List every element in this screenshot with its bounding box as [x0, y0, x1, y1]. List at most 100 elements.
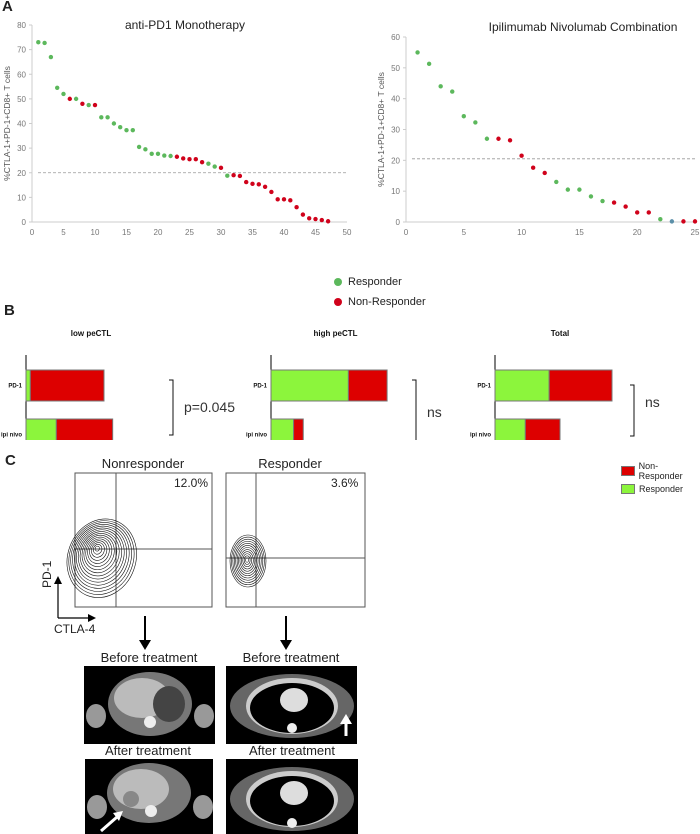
data-point — [496, 136, 501, 141]
data-point — [206, 161, 211, 166]
data-point — [212, 164, 217, 169]
data-point — [61, 91, 66, 97]
data-point — [577, 187, 582, 192]
responder-dot-icon — [334, 278, 342, 286]
category-label: ipi nivo — [470, 433, 491, 439]
data-point — [244, 179, 249, 185]
responder-before-label: Before treatment — [242, 650, 340, 665]
ctla4-axis-label: CTLA-4 — [54, 622, 96, 636]
responder-title: Responder — [258, 456, 322, 471]
data-point — [86, 102, 91, 108]
category-label: PD-1 — [477, 384, 491, 390]
category-label: PD-1 — [8, 384, 22, 390]
data-point — [149, 151, 154, 156]
contour-line — [85, 536, 113, 567]
data-point — [155, 151, 161, 156]
data-point — [48, 54, 54, 60]
x-tick-label: 0 — [30, 228, 35, 237]
contour-line — [77, 529, 123, 580]
y-tick-label: 20 — [17, 169, 26, 178]
contour-nonresponder — [66, 518, 137, 598]
data-point — [646, 210, 651, 215]
legend-item-non-responder: Non-Responder — [621, 461, 700, 481]
bar-segment — [548, 369, 613, 402]
x-tick-label: 10 — [517, 228, 526, 237]
responder-percentage: 3.6% — [331, 476, 359, 490]
chart-title: Ipilimumab Nivolumab Combination — [489, 20, 678, 34]
legend-item-responder: Responder — [334, 276, 426, 288]
data-point — [692, 219, 698, 224]
x-tick-label: 45 — [311, 228, 320, 237]
x-tick-label: 20 — [633, 228, 642, 237]
legend-item-non-responder: Non-Responder — [334, 296, 426, 308]
contour-line — [81, 533, 118, 574]
data-point — [105, 115, 110, 120]
data-point — [67, 96, 73, 102]
y-tick-label: 40 — [391, 95, 400, 104]
contour-line — [239, 549, 256, 572]
y-tick-label: 10 — [17, 193, 26, 202]
data-point — [681, 219, 686, 224]
data-point — [294, 205, 299, 210]
chart-title: high peCTL — [314, 329, 358, 338]
data-point — [438, 84, 443, 89]
x-tick-label: 35 — [248, 228, 257, 237]
data-point — [281, 197, 287, 202]
data-point — [225, 173, 230, 178]
data-point — [124, 127, 129, 133]
contour-line — [238, 547, 257, 574]
data-point — [450, 89, 455, 94]
x-tick-label: 30 — [217, 228, 226, 237]
y-tick-label: 50 — [391, 64, 400, 73]
scatter-chart-2: Ipilimumab Nivolumab Combination 0 10 20 30 4… — [376, 20, 700, 237]
data-point — [542, 170, 547, 176]
significance-bracket — [630, 384, 635, 437]
data-point — [218, 165, 224, 171]
data-point — [461, 114, 466, 119]
panel-label-a: A — [2, 0, 13, 15]
bar-segment — [25, 369, 31, 402]
data-point — [262, 184, 268, 189]
chart-title: anti-PD1 Monotherapy — [125, 18, 245, 32]
data-point — [635, 210, 640, 215]
panel-label-c: C — [5, 452, 16, 469]
non-responder-dot-icon — [334, 298, 342, 306]
contour-line — [235, 543, 260, 579]
data-point — [256, 182, 261, 187]
contour-line — [89, 540, 108, 561]
significance-bracket — [169, 379, 174, 436]
bar-segment — [270, 418, 295, 440]
data-point — [237, 173, 243, 179]
data-point — [565, 187, 571, 192]
data-point — [484, 136, 490, 141]
data-point — [136, 144, 142, 150]
legend-label: Responder — [639, 484, 684, 494]
contour-line — [76, 527, 125, 583]
contour-line — [68, 520, 135, 595]
data-point — [325, 219, 331, 224]
contour-line — [242, 553, 253, 568]
contour-line — [79, 531, 120, 577]
down-arrows — [139, 616, 292, 650]
contour-line — [241, 551, 254, 570]
data-point — [181, 156, 186, 161]
data-point — [415, 50, 420, 55]
axis-arrows — [54, 576, 96, 622]
contour-line — [231, 536, 265, 586]
category-label: PD-1 — [253, 384, 267, 390]
y-tick-label: 0 — [22, 218, 27, 227]
nonresponder-title: Nonresponder — [101, 456, 185, 471]
flow-plots — [54, 472, 366, 650]
y-tick-label: 80 — [17, 21, 26, 30]
ct-scan-nonresponder-after — [85, 759, 213, 834]
data-point — [269, 189, 274, 195]
x-tick-label: 20 — [154, 228, 163, 237]
data-point — [307, 216, 312, 221]
y-tick-label: 40 — [17, 120, 26, 129]
contour-responder — [229, 534, 267, 588]
significance-label: ns — [427, 404, 442, 420]
contour-line — [72, 524, 130, 589]
data-point — [80, 101, 85, 107]
